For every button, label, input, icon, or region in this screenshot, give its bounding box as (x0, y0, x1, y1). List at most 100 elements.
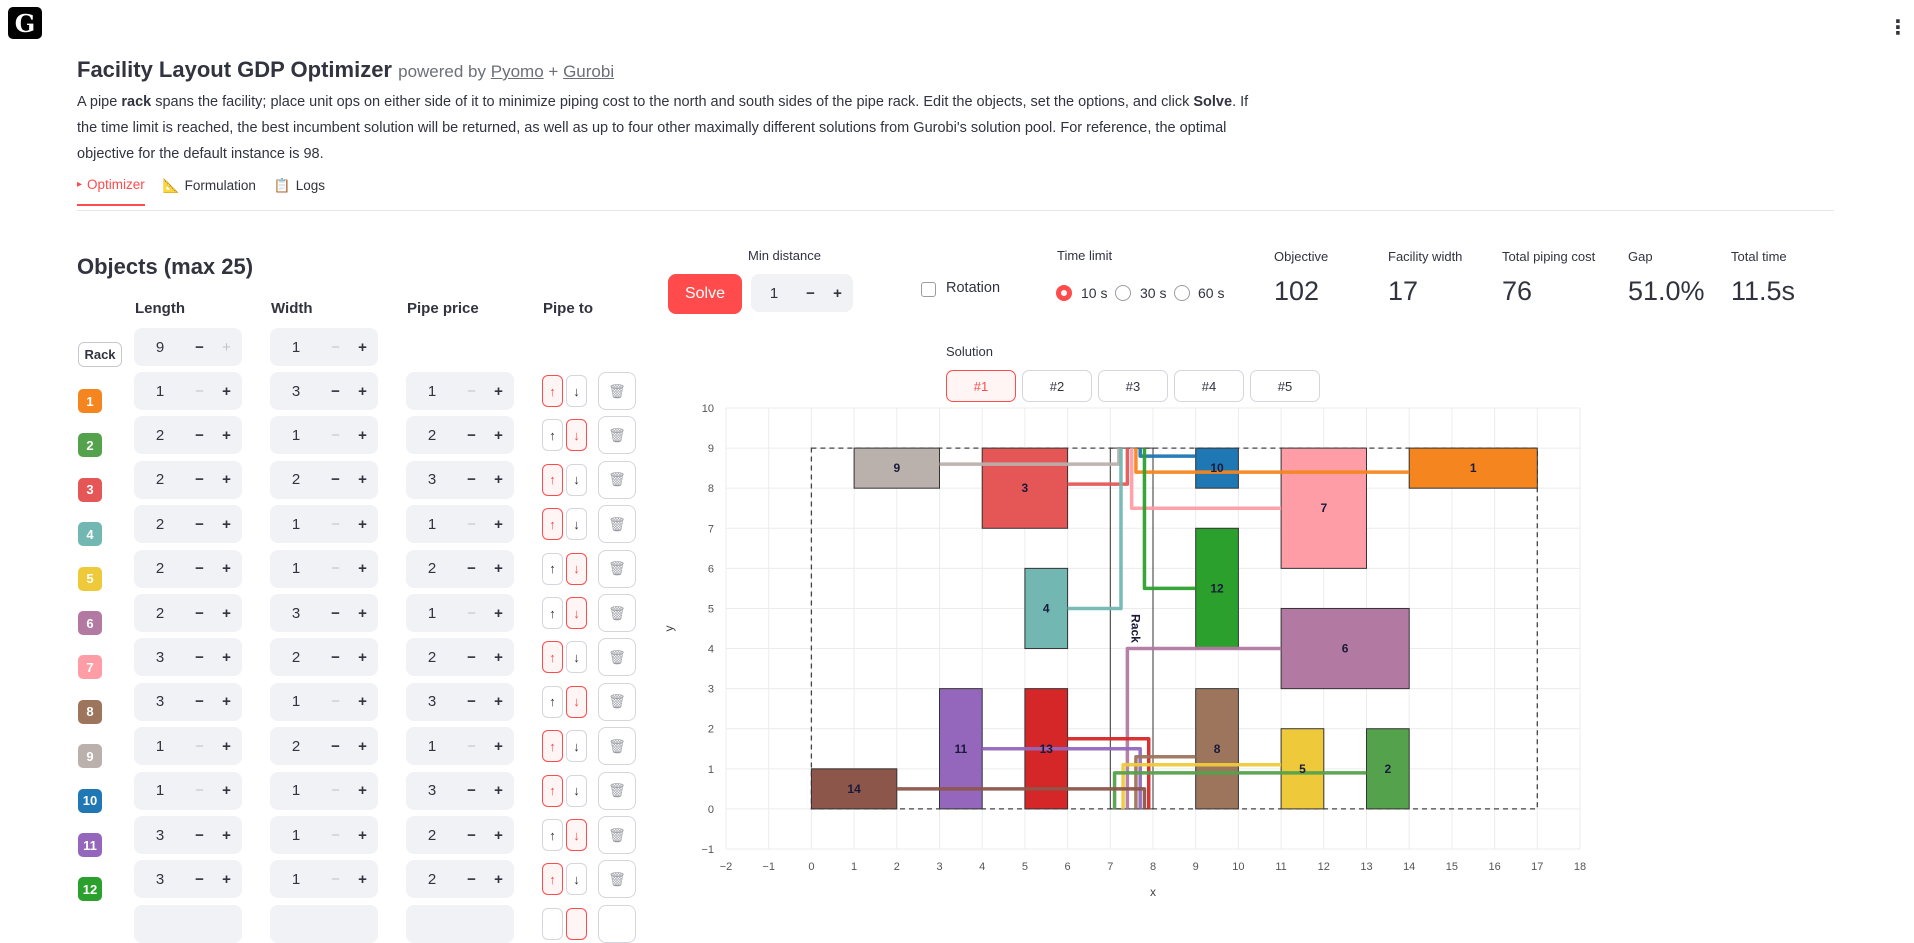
length-stepper[interactable]: 2 − + (134, 594, 242, 632)
length-stepper[interactable]: 1 − + (134, 372, 242, 410)
pipe-price-stepper[interactable]: 2 − + (406, 860, 514, 899)
stepper-value[interactable]: 9 (155, 338, 165, 356)
plus-icon[interactable]: + (222, 515, 231, 533)
stepper-value[interactable]: 1 (291, 693, 301, 711)
stepper-value[interactable]: 2 (291, 648, 301, 666)
stepper-value[interactable]: 1 (291, 560, 301, 578)
minus-icon[interactable]: − (331, 560, 340, 578)
plus-icon[interactable]: + (358, 826, 367, 844)
stepper-value[interactable]: 1 (291, 426, 301, 444)
plus-icon[interactable]: + (358, 338, 367, 356)
rack-button[interactable]: Rack (78, 342, 122, 367)
stepper-value[interactable]: 3 (155, 648, 165, 666)
plus-icon[interactable]: + (222, 338, 231, 356)
minus-icon[interactable]: − (195, 782, 204, 800)
minus-icon[interactable]: − (467, 426, 476, 444)
stepper-value[interactable]: 3 (155, 826, 165, 844)
length-stepper[interactable]: 2 − + (134, 416, 242, 455)
minus-icon[interactable]: − (195, 604, 204, 622)
stepper-value[interactable]: 3 (427, 471, 437, 489)
delete-row-button[interactable]: 🗑 (598, 771, 636, 810)
pipe-to-south-button[interactable] (566, 907, 587, 940)
width-stepper[interactable]: 1 − + (270, 416, 378, 455)
pipe-to-north-button[interactable]: ↑ (542, 819, 563, 851)
minus-icon[interactable]: − (806, 284, 815, 302)
pipe-to-north-button[interactable]: ↑ (542, 685, 563, 718)
length-stepper[interactable] (134, 904, 242, 943)
width-stepper[interactable]: 2 − + (270, 638, 378, 677)
plus-icon[interactable]: + (494, 648, 503, 666)
pipe-to-south-button[interactable]: ↓ (566, 463, 587, 496)
stepper-value[interactable]: 3 (155, 693, 165, 711)
pipe-price-stepper[interactable]: 1 − + (406, 727, 514, 766)
minus-icon[interactable]: − (195, 560, 204, 578)
pipe-price-stepper[interactable] (406, 904, 514, 943)
stepper-value[interactable]: 2 (427, 560, 437, 578)
stepper-value[interactable]: 1 (291, 870, 301, 888)
pipe-price-stepper[interactable]: 3 − + (406, 682, 514, 721)
plus-icon[interactable]: + (358, 515, 367, 533)
minus-icon[interactable]: − (331, 693, 340, 711)
plus-icon[interactable]: + (494, 693, 503, 711)
minus-icon[interactable]: − (195, 648, 204, 666)
delete-row-button[interactable]: 🗑 (598, 727, 636, 766)
minus-icon[interactable]: − (331, 471, 340, 489)
minus-icon[interactable]: − (195, 826, 204, 844)
stepper-value[interactable]: 2 (155, 471, 165, 489)
pipe-price-stepper[interactable]: 2 − + (406, 416, 514, 455)
width-stepper[interactable]: 1 − + (270, 549, 378, 588)
plus-icon[interactable]: + (222, 870, 231, 888)
delete-row-button[interactable]: 🗑 (598, 460, 636, 499)
minus-icon[interactable]: − (195, 382, 204, 400)
delete-row-button[interactable] (598, 904, 636, 943)
radio-10s[interactable] (1056, 285, 1072, 301)
plus-icon[interactable]: + (494, 515, 503, 533)
width-stepper[interactable]: 1 − + (270, 816, 378, 854)
minus-icon[interactable]: − (331, 648, 340, 666)
delete-row-button[interactable]: 🗑 (598, 594, 636, 632)
plus-icon[interactable]: + (833, 284, 842, 302)
plus-icon[interactable]: + (494, 782, 503, 800)
pipe-to-north-button[interactable]: ↑ (542, 863, 563, 896)
stepper-value[interactable]: 2 (155, 515, 165, 533)
pipe-price-stepper[interactable]: 2 − + (406, 816, 514, 854)
minus-icon[interactable]: − (467, 604, 476, 622)
plus-icon[interactable]: + (494, 826, 503, 844)
length-stepper[interactable]: 2 − + (134, 549, 242, 588)
pipe-price-stepper[interactable]: 1 − + (406, 505, 514, 544)
pipe-to-south-button[interactable]: ↓ (566, 863, 587, 896)
width-stepper[interactable]: 1 − + (270, 860, 378, 899)
length-stepper[interactable]: 2 − + (134, 505, 242, 544)
plus-icon[interactable]: + (222, 782, 231, 800)
stepper-value[interactable]: 2 (291, 471, 301, 489)
plus-icon[interactable]: + (494, 604, 503, 622)
pipe-to-north-button[interactable] (542, 907, 563, 940)
pipe-to-north-button[interactable]: ↑ (542, 597, 563, 629)
plus-icon[interactable]: + (222, 826, 231, 844)
minus-icon[interactable]: − (467, 737, 476, 755)
length-stepper[interactable]: 2 − + (134, 460, 242, 499)
rack-width-stepper[interactable]: 1 − + (270, 328, 378, 366)
stepper-value[interactable]: 2 (427, 648, 437, 666)
width-stepper[interactable]: 2 − + (270, 727, 378, 766)
width-stepper[interactable]: 3 − + (270, 372, 378, 410)
stepper-value[interactable]: 3 (427, 693, 437, 711)
rotation-checkbox[interactable] (921, 282, 936, 297)
minus-icon[interactable]: − (331, 338, 340, 356)
pipe-to-north-button[interactable]: ↑ (542, 774, 563, 807)
length-stepper[interactable]: 1 − + (134, 727, 242, 766)
minus-icon[interactable]: − (331, 426, 340, 444)
pipe-price-stepper[interactable]: 1 − + (406, 372, 514, 410)
width-stepper[interactable] (270, 904, 378, 943)
minus-icon[interactable]: − (195, 338, 204, 356)
tab-logs[interactable]: 📋 Logs (274, 177, 325, 206)
pipe-to-north-button[interactable]: ↑ (542, 375, 563, 407)
length-stepper[interactable]: 3 − + (134, 638, 242, 677)
pipe-to-south-button[interactable]: ↓ (566, 685, 587, 718)
pipe-to-north-button[interactable]: ↑ (542, 730, 563, 763)
pipe-to-north-button[interactable]: ↑ (542, 463, 563, 496)
minus-icon[interactable]: − (467, 870, 476, 888)
pipe-to-south-button[interactable]: ↓ (566, 641, 587, 674)
pipe-to-south-button[interactable]: ↓ (566, 730, 587, 763)
stepper-value[interactable]: 1 (155, 737, 165, 755)
